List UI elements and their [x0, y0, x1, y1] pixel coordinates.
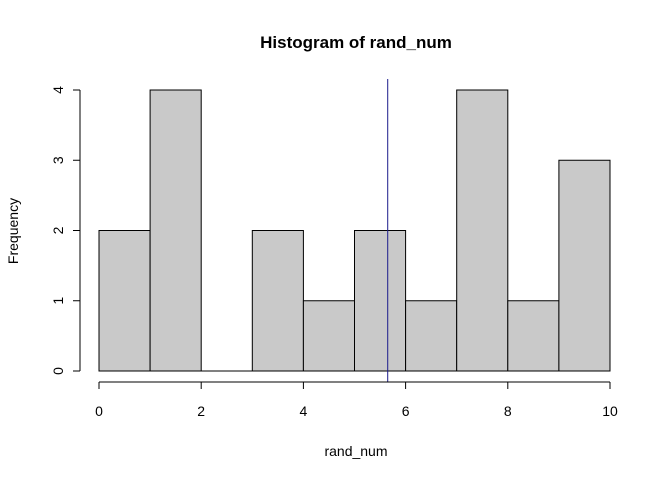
- y-tick-label: 0: [50, 367, 66, 375]
- histogram-bar: [507, 300, 560, 372]
- y-axis: 0 1 2 3 4: [50, 86, 81, 375]
- histogram-bar: [354, 230, 407, 372]
- bars-group: [98, 89, 611, 372]
- x-axis: 0 2 4 6 8 10: [95, 381, 618, 419]
- histogram-bar: [558, 159, 611, 372]
- histogram-bar: [251, 230, 304, 372]
- chart-title: Histogram of rand_num: [260, 33, 452, 52]
- x-tick-label: 4: [300, 403, 308, 419]
- x-tick-label: 2: [197, 403, 205, 419]
- y-tick-label: 4: [50, 86, 66, 94]
- y-tick-label: 2: [50, 226, 66, 234]
- x-tick-label: 10: [602, 403, 618, 419]
- y-tick-label: 1: [50, 297, 66, 305]
- histogram-bar: [302, 300, 355, 372]
- histogram-bar: [405, 300, 458, 372]
- y-tick-label: 3: [50, 156, 66, 164]
- x-tick-label: 0: [95, 403, 103, 419]
- histogram-bar: [456, 89, 509, 372]
- x-axis-label: rand_num: [324, 443, 387, 459]
- histogram-bar: [98, 230, 151, 372]
- x-tick-label: 8: [504, 403, 512, 419]
- y-axis-label: Frequency: [5, 198, 21, 264]
- x-tick-label: 6: [402, 403, 410, 419]
- histogram-bar: [149, 89, 202, 372]
